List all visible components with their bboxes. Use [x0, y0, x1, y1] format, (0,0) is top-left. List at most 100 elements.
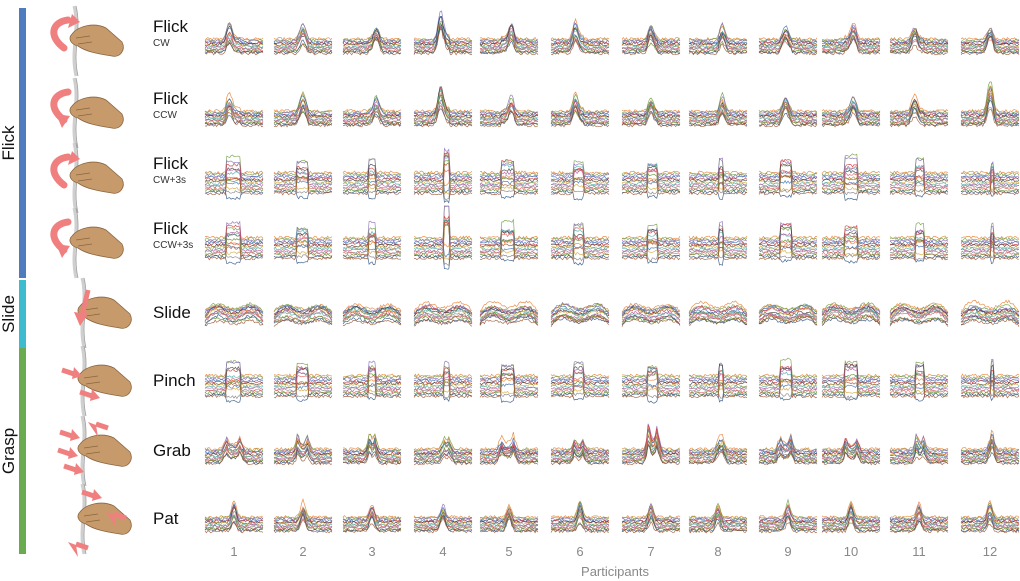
trace-pinch-p9-s7	[758, 371, 818, 389]
trace-flick-ccw3-p2-s8	[273, 236, 333, 253]
panel-flick-ccw-p12	[960, 81, 1020, 128]
trace-grab-p6-s12	[550, 450, 610, 465]
trace-grab-p1-s0	[204, 435, 264, 452]
x-axis: Participants 1 2 3 4 5 6 7 8 9 10 11 12	[230, 544, 997, 579]
hand-grab-icon	[57, 415, 132, 487]
trace-flick-cw-p3-s11	[342, 36, 402, 54]
trace-flick-ccw-p12-s2	[960, 95, 1020, 116]
trace-flick-ccw3-p11-s5	[889, 230, 949, 248]
participant-label-6: 6	[576, 544, 583, 559]
trace-pinch-p3-s12	[342, 392, 402, 401]
trace-pinch-p2-s9	[273, 388, 333, 399]
trace-pinch-p5-s6	[479, 382, 539, 395]
trace-flick-ccw-p4-s3	[413, 99, 473, 117]
trace-grab-p10-s10	[821, 451, 881, 462]
group-label-grasp: Grasp	[0, 428, 18, 474]
trace-pinch-p3-s3	[342, 378, 402, 388]
trace-pat-p1-s8	[204, 510, 264, 528]
trace-pinch-p2-s6	[273, 383, 333, 392]
trace-flick-cw3-p6-s9	[550, 185, 610, 193]
participant-label-5: 5	[505, 544, 512, 559]
trace-flick-ccw-p8-s13	[688, 112, 748, 128]
trace-flick-cw-p7-s3	[621, 26, 681, 45]
panel-flick-cw3-p12	[960, 160, 1020, 197]
trace-slide-p9-s9	[758, 312, 818, 322]
trace-flick-cw-p12-s7	[960, 31, 1020, 49]
trace-flick-ccw3-p6-s0	[550, 235, 610, 247]
trace-slide-p6-s4	[550, 308, 610, 317]
trace-flick-ccw-p10-s5	[821, 105, 881, 119]
hand-flick-cw-hold-icon	[50, 142, 124, 214]
trace-flick-ccw3-p11-s13	[889, 238, 949, 261]
trace-grab-p9-s8	[758, 444, 818, 460]
trace-flick-cw3-p11-s9	[889, 184, 949, 193]
gesture-name-flick-cw: Flick	[153, 17, 188, 36]
trace-flick-cw3-p8-s2	[688, 157, 748, 178]
trace-pinch-p9-s8	[758, 368, 818, 391]
panel-flick-ccw3-p4	[413, 205, 473, 270]
panel-slide-p12	[960, 299, 1020, 327]
trace-pinch-p11-s4	[889, 370, 949, 384]
panel-pat-p12	[960, 499, 1020, 534]
trace-grab-p12-s11	[960, 446, 1019, 463]
trace-pat-p4-s6	[413, 509, 473, 526]
trace-flick-cw-p9-s5	[758, 29, 818, 47]
panel-slide-p7	[621, 302, 681, 327]
trace-grab-p3-s7	[342, 439, 402, 459]
trace-flick-ccw3-p11-s0	[889, 235, 949, 244]
trace-slide-p5-s4	[479, 305, 539, 316]
trace-flick-cw3-p2-s11	[273, 174, 333, 192]
trace-flick-ccw-p10-s13	[821, 111, 881, 128]
panel-flick-cw3-p1	[204, 154, 264, 200]
gesture-name-flick-cw3: Flick	[153, 154, 188, 173]
trace-pinch-p5-s1	[479, 363, 539, 380]
trace-flick-ccw-p7-s10	[621, 102, 681, 124]
trace-pinch-p3-s8	[342, 369, 402, 391]
trace-flick-ccw3-p7-s0	[621, 235, 681, 245]
trace-flick-ccw3-p2-s12	[273, 254, 333, 265]
panel-flick-ccw-p6	[550, 91, 610, 128]
trace-pat-p9-s10	[758, 517, 818, 531]
trace-grab-p6-s9	[550, 449, 610, 461]
trace-flick-ccw3-p11-s1	[889, 222, 949, 242]
panel-flick-ccw3-p12	[960, 222, 1020, 265]
trace-flick-ccw-p7-s6	[621, 100, 681, 120]
trace-flick-ccw3-p3-s6	[342, 245, 402, 255]
trace-pat-p10-s5	[821, 505, 881, 525]
trace-flick-ccw3-p5-s1	[479, 218, 539, 242]
trace-flick-cw-p6-s1	[550, 26, 610, 43]
trace-flick-ccw-p12-s4	[961, 88, 1020, 118]
trace-flick-cw3-p3-s7	[342, 170, 402, 186]
trace-slide-p6-s6	[550, 310, 610, 320]
trace-flick-ccw3-p4-s13	[414, 221, 473, 261]
trace-flick-cw3-p7-s12	[621, 189, 681, 199]
trace-flick-cw3-p5-s8	[479, 171, 539, 188]
trace-pinch-p4-s12	[413, 392, 473, 403]
trace-pinch-p3-s7	[342, 368, 402, 389]
trace-flick-cw3-p11-s7	[889, 164, 949, 186]
panel-slide-p8	[688, 300, 748, 326]
panel-pat-p7	[621, 502, 681, 534]
trace-flick-ccw3-p7-s11	[622, 239, 681, 258]
participant-label-3: 3	[368, 544, 375, 559]
trace-pat-p5-s12	[479, 518, 539, 533]
trace-flick-cw3-p10-s12	[821, 189, 881, 201]
trace-flick-ccw-p9-s12	[758, 112, 818, 127]
trace-grab-p5-s13	[479, 448, 539, 466]
participant-label-8: 8	[714, 544, 721, 559]
trace-grab-p3-s0	[342, 433, 402, 451]
panel-pat-p9	[758, 498, 818, 534]
trace-flick-ccw3-p11-s9	[890, 249, 949, 261]
trace-pat-p7-s7	[621, 513, 681, 527]
trace-flick-cw3-p11-s8	[889, 164, 949, 188]
trace-grab-p9-s4	[758, 438, 818, 456]
trace-slide-p3-s10	[342, 310, 402, 323]
trace-grab-p4-s1	[413, 435, 473, 453]
panel-flick-cw3-p5	[479, 158, 539, 200]
panel-grab-p8	[688, 433, 748, 466]
trace-pinch-p7-s13	[621, 385, 681, 399]
trace-pat-p3-s6	[342, 510, 402, 526]
trace-flick-cw3-p7-s2	[621, 162, 681, 178]
group-bar-slide	[19, 280, 26, 348]
trace-pinch-p1-s12	[204, 392, 264, 403]
